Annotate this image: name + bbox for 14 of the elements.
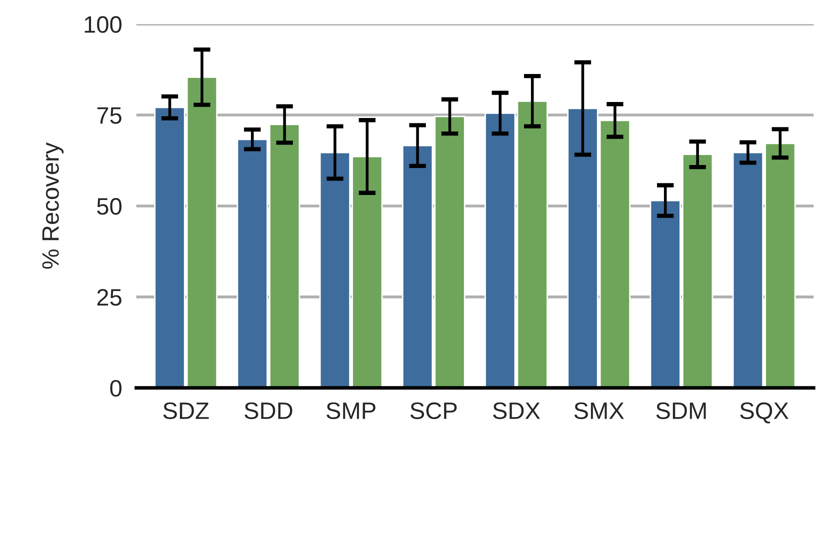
x-tick-label: SQX <box>740 402 788 424</box>
y-tick-label: 0 <box>110 380 122 397</box>
x-tick-label: SDX <box>493 402 540 420</box>
x-tick-label: SDM <box>656 402 706 420</box>
y-tick-label: 75 <box>97 107 122 124</box>
y-tick-label: 100 <box>84 16 122 33</box>
x-tick-label: SMX <box>574 402 624 420</box>
x-tick-label: SDD <box>244 402 292 420</box>
x-tick-label: SCP <box>410 402 457 420</box>
y-axis-title: % Recovery <box>42 142 64 269</box>
y-tick-label: 25 <box>97 288 122 306</box>
x-tick-label: SMP <box>326 402 376 420</box>
y-tick-label: 50 <box>97 198 122 215</box>
x-tick-label: SDZ <box>163 402 209 420</box>
